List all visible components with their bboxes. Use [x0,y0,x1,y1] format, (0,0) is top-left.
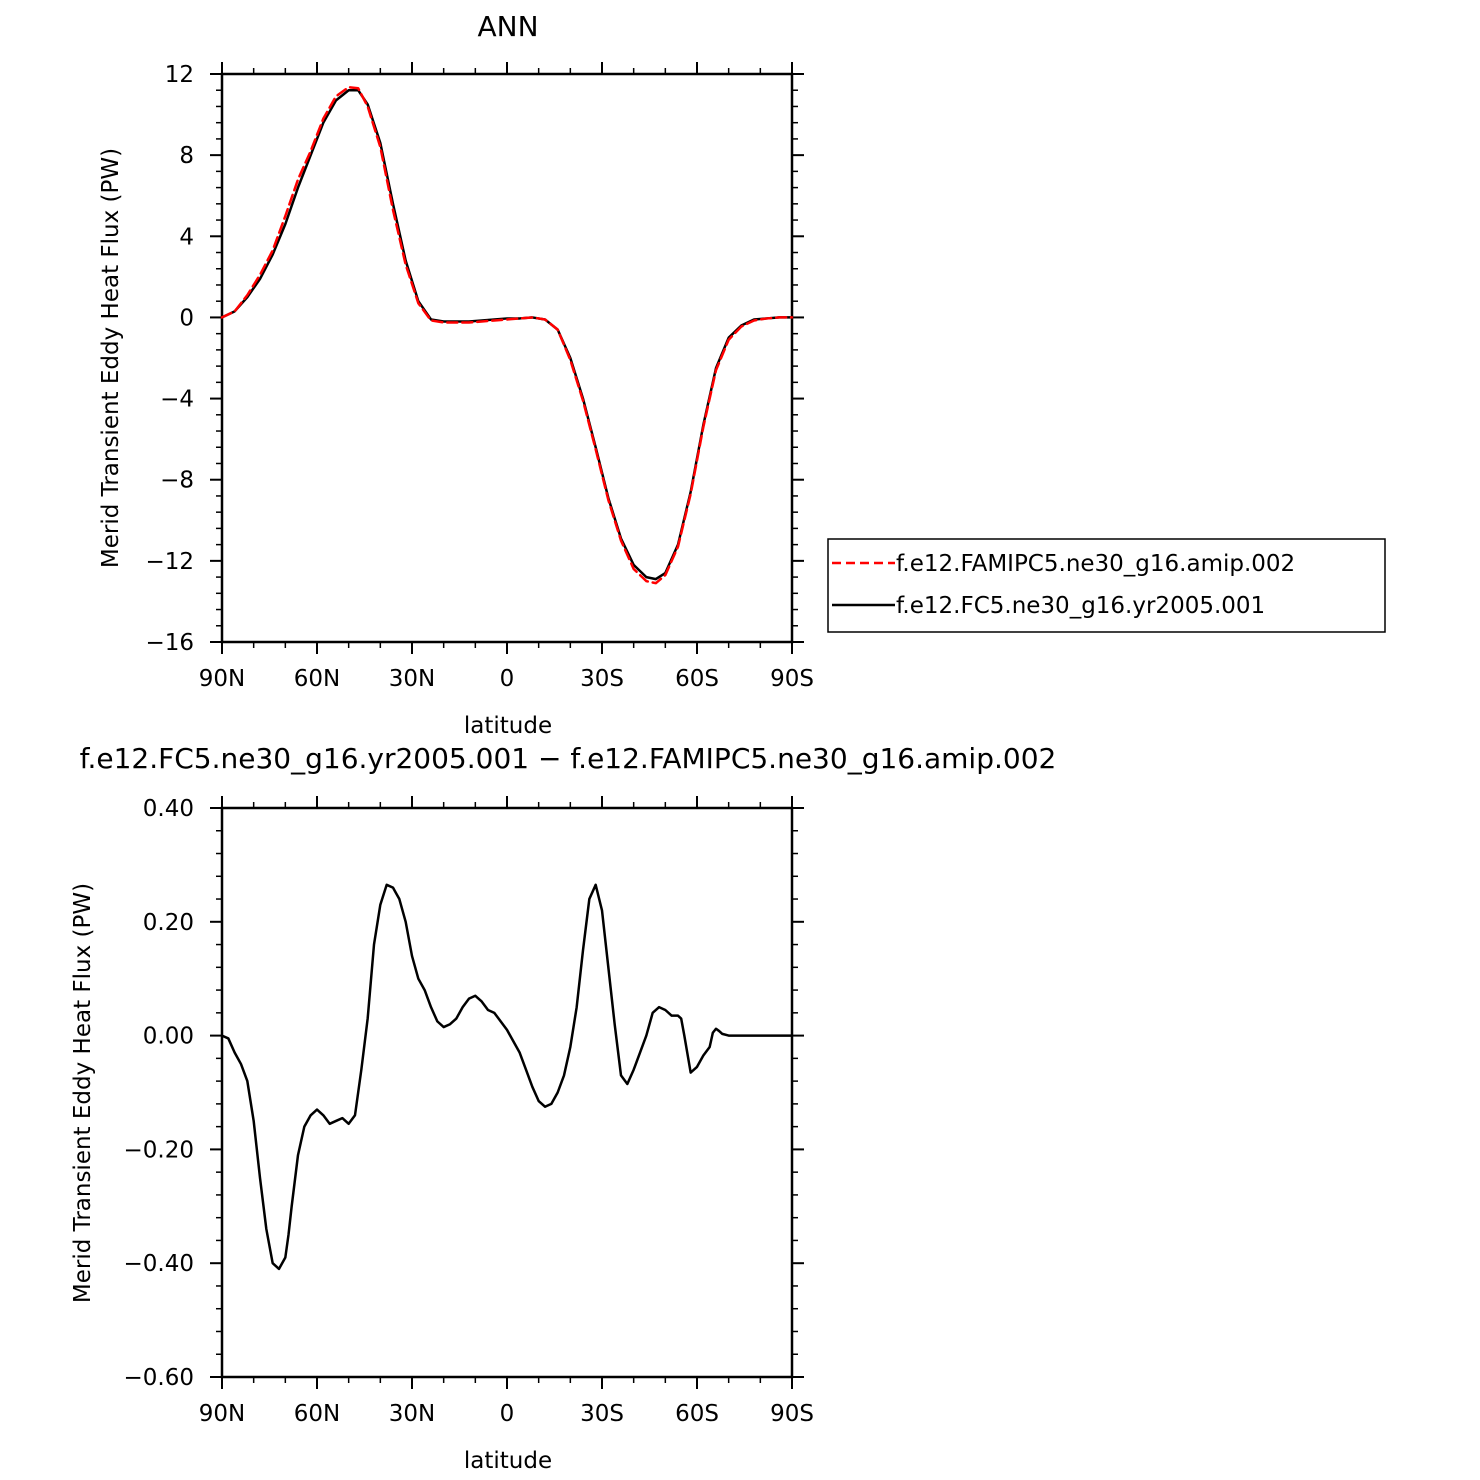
top-panel-y-tick-label: 12 [165,62,194,88]
bottom-panel-x-tick-label: 30N [389,1401,435,1427]
top-panel-series-line-0 [220,85,794,585]
top-panel-y-tick-label: −8 [160,468,194,494]
top-panel-y-tick-label: 4 [179,224,194,250]
bottom-panel-x-tick-label: 30S [580,1401,624,1427]
top-panel-x-tick-label: 0 [500,666,515,692]
top-panel-x-tick-label: 90N [199,666,245,692]
top-panel-y-tick-label: −16 [145,630,194,656]
bottom-panel-title: f.e12.FC5.ne30_g16.yr2005.001 − f.e12.FA… [80,742,1057,775]
legend: f.e12.FAMIPC5.ne30_g16.amip.002 f.e12.FC… [827,538,1386,633]
bottom-panel-plot-area: 90N 60N 30N 0 30S 60S 90S 0.40 0.20 0.00 −0.20 −0.4… [124,796,814,1427]
bottom-panel-frame [220,806,794,1379]
bottom-panel: f.e12.FC5.ne30_g16.yr2005.001 − f.e12.FA… [70,742,1056,1474]
top-panel-plot-area: 90N 60N 30N 0 30S 60S 90S 12 8 4 0 −4 −8 −12 −16 [145,62,814,692]
bottom-panel-x-axis-title: latitude [464,1448,552,1474]
legend-label-amip: f.e12.FAMIPC5.ne30_g16.amip.002 [896,551,1295,577]
top-panel-x-tick-label: 30S [580,666,624,692]
top-panel-y-tick-label: −4 [160,387,194,413]
bottom-panel-y-tick-label: 0.40 [143,796,194,822]
bottom-panel-y-tick-label: 0.00 [143,1024,194,1050]
top-panel: ANN latitude Merid Transient Eddy Heat F… [98,10,1386,739]
bottom-panel-y-axis-title: Merid Transient Eddy Heat Flux (PW) [70,883,96,1303]
top-panel-x-tick-label: 60N [294,666,340,692]
bottom-panel-y-tick-label: −0.60 [124,1365,194,1391]
top-panel-x-tick-label: 60S [675,666,719,692]
legend-box [827,538,1386,633]
bottom-panel-y-tick-label: −0.40 [124,1251,194,1277]
top-panel-series-line-1 [220,88,794,581]
bottom-panel-y-tick-label: 0.20 [143,910,194,936]
top-panel-y-tick-label: 0 [179,305,194,331]
bottom-panel-x-tick-label: 60S [675,1401,719,1427]
bottom-panel-x-tick-label: 0 [500,1401,515,1427]
bottom-panel-x-tick-label: 60N [294,1401,340,1427]
bottom-panel-y-tick-label: −0.20 [124,1137,194,1163]
top-panel-title: ANN [477,10,538,43]
top-panel-y-tick-label: 8 [179,143,194,169]
top-panel-x-tick-label: 90S [770,666,814,692]
legend-label-fc5: f.e12.FC5.ne30_g16.yr2005.001 [896,593,1265,619]
bottom-panel-x-tick-label: 90S [770,1401,814,1427]
top-panel-x-axis-title: latitude [464,713,552,739]
top-panel-x-tick-label: 30N [389,666,435,692]
bottom-panel-x-tick-label: 90N [199,1401,245,1427]
bottom-panel-series-line-0 [220,883,794,1271]
top-panel-y-tick-label: −12 [145,549,194,575]
top-panel-y-axis-title: Merid Transient Eddy Heat Flux (PW) [98,148,124,568]
